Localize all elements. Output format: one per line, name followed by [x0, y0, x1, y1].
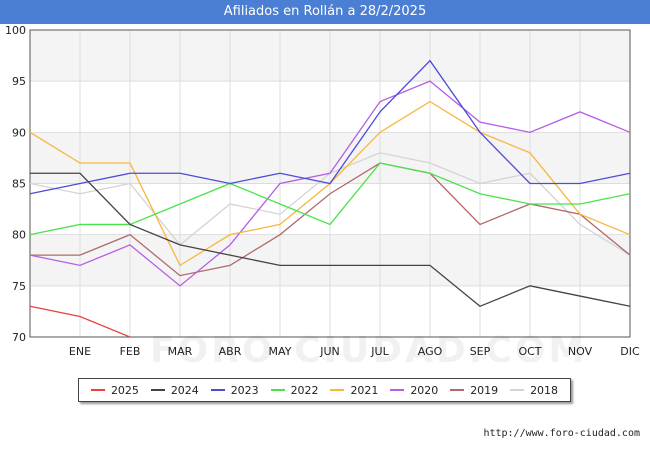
y-tick-label: 75 — [12, 280, 26, 293]
x-tick-label: DIC — [620, 345, 640, 358]
legend-swatch — [390, 389, 405, 391]
legend-swatch — [330, 389, 345, 391]
x-tick-label: NOV — [568, 345, 593, 358]
y-tick-label: 85 — [12, 178, 26, 191]
series-line-2024 — [30, 172, 631, 308]
y-tick-label: 100 — [5, 24, 26, 37]
legend-swatch — [90, 389, 105, 391]
x-tick-label: JUL — [370, 345, 389, 358]
x-tick-label: MAY — [269, 345, 292, 358]
legend-label: 2020 — [410, 383, 439, 397]
legend-swatch — [210, 389, 225, 391]
y-tick-label: 80 — [12, 229, 26, 242]
legend-swatch — [150, 389, 165, 391]
legend-item-2024: 2024 — [150, 383, 199, 397]
legend-item-2023: 2023 — [210, 383, 259, 397]
legend-item-2021: 2021 — [330, 384, 378, 397]
legend-swatch — [450, 389, 465, 391]
watermark: FORO-CIUDAD.COM — [150, 330, 588, 371]
y-tick-label: 95 — [12, 75, 26, 88]
chart-title: Afiliados en Rollán a 28/2/2025 — [0, 0, 650, 24]
series-line-2023 — [29, 59, 631, 195]
chart-legend: 2025 2024 2023 2022 2021 2020 2019 2018 — [78, 378, 571, 402]
series-line-2020 — [29, 80, 631, 287]
legend-item-2020: 2020 — [390, 384, 438, 397]
legend-item-2018: 2018 — [510, 384, 558, 397]
footer-url[interactable]: http://www.foro-ciudad.com — [483, 428, 640, 439]
x-tick-label: ABR — [219, 345, 242, 358]
legend-item-2022: 2022 — [270, 383, 319, 397]
legend-swatch — [270, 389, 285, 391]
legend-swatch — [510, 389, 525, 391]
legend-label: 2023 — [230, 383, 259, 397]
legend-item-2019: 2019 — [450, 384, 498, 397]
legend-label: 2024 — [170, 383, 199, 397]
x-tick-label: MAR — [168, 345, 193, 358]
x-tick-label: SEP — [470, 345, 491, 358]
x-tick-label: JUN — [319, 345, 340, 358]
series-line-2025 — [29, 305, 131, 338]
x-tick-label: FEB — [120, 345, 141, 358]
x-tick-label: ENE — [69, 345, 91, 358]
legend-label: 2021 — [350, 383, 379, 397]
legend-label: 2018 — [530, 383, 559, 397]
legend-label: 2019 — [470, 383, 499, 397]
y-tick-label: 70 — [12, 331, 26, 344]
y-tick-label: 90 — [12, 126, 26, 139]
legend-item-2025: 2025 — [90, 383, 139, 397]
legend-label: 2025 — [110, 383, 139, 397]
legend-label: 2022 — [290, 383, 319, 397]
x-tick-label: OCT — [518, 345, 541, 358]
x-tick-label: AGO — [418, 345, 443, 358]
